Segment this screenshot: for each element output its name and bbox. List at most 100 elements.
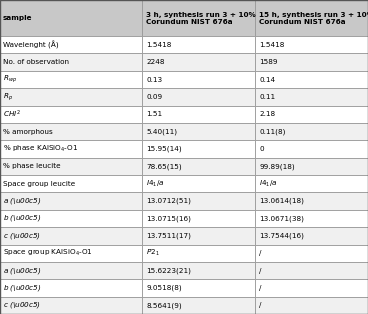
Bar bbox=[0, 175, 142, 192]
Text: $a$ (\u00c5): $a$ (\u00c5) bbox=[3, 266, 42, 276]
Text: 15 h, synthesis run 3 + 10%
Corundum NIST 676a: 15 h, synthesis run 3 + 10% Corundum NIS… bbox=[259, 12, 368, 24]
Bar bbox=[255, 53, 368, 71]
Text: 0.11(8): 0.11(8) bbox=[259, 128, 286, 135]
Text: $R_{p}$: $R_{p}$ bbox=[3, 91, 13, 103]
Text: 8.5641(9): 8.5641(9) bbox=[146, 302, 182, 309]
Text: 5.40(11): 5.40(11) bbox=[146, 128, 177, 135]
Bar bbox=[142, 210, 255, 227]
Text: 13.0712(51): 13.0712(51) bbox=[146, 198, 191, 204]
Bar bbox=[142, 297, 255, 314]
Bar bbox=[0, 53, 142, 71]
Bar bbox=[0, 297, 142, 314]
Text: 0.09: 0.09 bbox=[146, 94, 162, 100]
Bar bbox=[255, 210, 368, 227]
Bar bbox=[142, 88, 255, 106]
Text: Space group KAlSiO$_4$-O1: Space group KAlSiO$_4$-O1 bbox=[3, 248, 93, 258]
Bar bbox=[142, 262, 255, 279]
Bar bbox=[255, 297, 368, 314]
Text: 1.5418: 1.5418 bbox=[146, 42, 171, 48]
Text: $I4_1/a$: $I4_1/a$ bbox=[146, 179, 165, 189]
Bar bbox=[255, 192, 368, 210]
Text: $c$ (\u00c5): $c$ (\u00c5) bbox=[3, 300, 41, 310]
Text: 3 h, synthesis run 3 + 10%
Corundum NIST 676a: 3 h, synthesis run 3 + 10% Corundum NIST… bbox=[146, 12, 256, 24]
Bar bbox=[255, 88, 368, 106]
Bar bbox=[142, 36, 255, 53]
Text: 2248: 2248 bbox=[146, 59, 164, 65]
Bar bbox=[142, 123, 255, 140]
Bar bbox=[0, 71, 142, 88]
Bar bbox=[142, 192, 255, 210]
Text: 9.0518(8): 9.0518(8) bbox=[146, 285, 182, 291]
Bar bbox=[255, 227, 368, 245]
Text: 0.14: 0.14 bbox=[259, 77, 276, 83]
Bar bbox=[0, 123, 142, 140]
Bar bbox=[255, 279, 368, 297]
Text: % amorphous: % amorphous bbox=[3, 129, 53, 135]
Text: sample: sample bbox=[3, 15, 32, 21]
Bar bbox=[255, 106, 368, 123]
Text: 13.0715(16): 13.0715(16) bbox=[146, 215, 191, 222]
Text: 1589: 1589 bbox=[259, 59, 278, 65]
Text: Space group leucite: Space group leucite bbox=[3, 181, 75, 187]
Text: 13.0671(38): 13.0671(38) bbox=[259, 215, 304, 222]
Text: $I4_1/a$: $I4_1/a$ bbox=[259, 179, 278, 189]
Bar bbox=[142, 158, 255, 175]
Bar bbox=[142, 279, 255, 297]
Text: $R_{wp}$: $R_{wp}$ bbox=[3, 74, 17, 85]
Bar bbox=[255, 158, 368, 175]
Text: 1.51: 1.51 bbox=[146, 111, 162, 117]
Text: $b$ (\u00c5): $b$ (\u00c5) bbox=[3, 214, 42, 224]
Bar bbox=[0, 106, 142, 123]
Text: 1.5418: 1.5418 bbox=[259, 42, 285, 48]
Bar bbox=[0, 140, 142, 158]
Text: % phase leucite: % phase leucite bbox=[3, 163, 61, 169]
Bar bbox=[255, 0, 368, 36]
Bar bbox=[0, 158, 142, 175]
Text: No. of observation: No. of observation bbox=[3, 59, 69, 65]
Bar bbox=[0, 227, 142, 245]
Text: 99.89(18): 99.89(18) bbox=[259, 163, 295, 170]
Bar bbox=[142, 71, 255, 88]
Text: 13.7544(16): 13.7544(16) bbox=[259, 233, 304, 239]
Text: 2.18: 2.18 bbox=[259, 111, 276, 117]
Text: /: / bbox=[259, 302, 262, 308]
Text: /: / bbox=[259, 250, 262, 256]
Text: 0.11: 0.11 bbox=[259, 94, 276, 100]
Bar bbox=[142, 245, 255, 262]
Text: 15.6223(21): 15.6223(21) bbox=[146, 267, 191, 274]
Bar bbox=[255, 175, 368, 192]
Text: Wavelenght (Å): Wavelenght (Å) bbox=[3, 41, 59, 49]
Bar bbox=[142, 175, 255, 192]
Bar bbox=[0, 88, 142, 106]
Bar bbox=[142, 53, 255, 71]
Bar bbox=[0, 36, 142, 53]
Bar bbox=[0, 279, 142, 297]
Bar bbox=[255, 262, 368, 279]
Text: 15.95(14): 15.95(14) bbox=[146, 146, 182, 152]
Text: $c$ (\u00c5): $c$ (\u00c5) bbox=[3, 231, 41, 241]
Text: /: / bbox=[259, 285, 262, 291]
Text: 13.7511(17): 13.7511(17) bbox=[146, 233, 191, 239]
Bar bbox=[0, 0, 142, 36]
Bar bbox=[255, 140, 368, 158]
Bar bbox=[142, 106, 255, 123]
Text: 0: 0 bbox=[259, 146, 264, 152]
Text: $CHI^{2}$: $CHI^{2}$ bbox=[3, 109, 21, 120]
Text: $b$ (\u00c5): $b$ (\u00c5) bbox=[3, 283, 42, 293]
Bar bbox=[0, 192, 142, 210]
Bar bbox=[142, 227, 255, 245]
Bar bbox=[0, 210, 142, 227]
Text: $a$ (\u00c5): $a$ (\u00c5) bbox=[3, 196, 42, 206]
Bar bbox=[255, 245, 368, 262]
Text: $P2_1$: $P2_1$ bbox=[146, 248, 160, 258]
Bar bbox=[255, 36, 368, 53]
Text: 0.13: 0.13 bbox=[146, 77, 162, 83]
Text: /: / bbox=[259, 268, 262, 273]
Bar bbox=[255, 123, 368, 140]
Text: % phase KAlSiO$_4$-O1: % phase KAlSiO$_4$-O1 bbox=[3, 144, 78, 154]
Bar bbox=[142, 140, 255, 158]
Bar bbox=[0, 245, 142, 262]
Text: 13.0614(18): 13.0614(18) bbox=[259, 198, 304, 204]
Bar bbox=[255, 71, 368, 88]
Bar bbox=[142, 0, 255, 36]
